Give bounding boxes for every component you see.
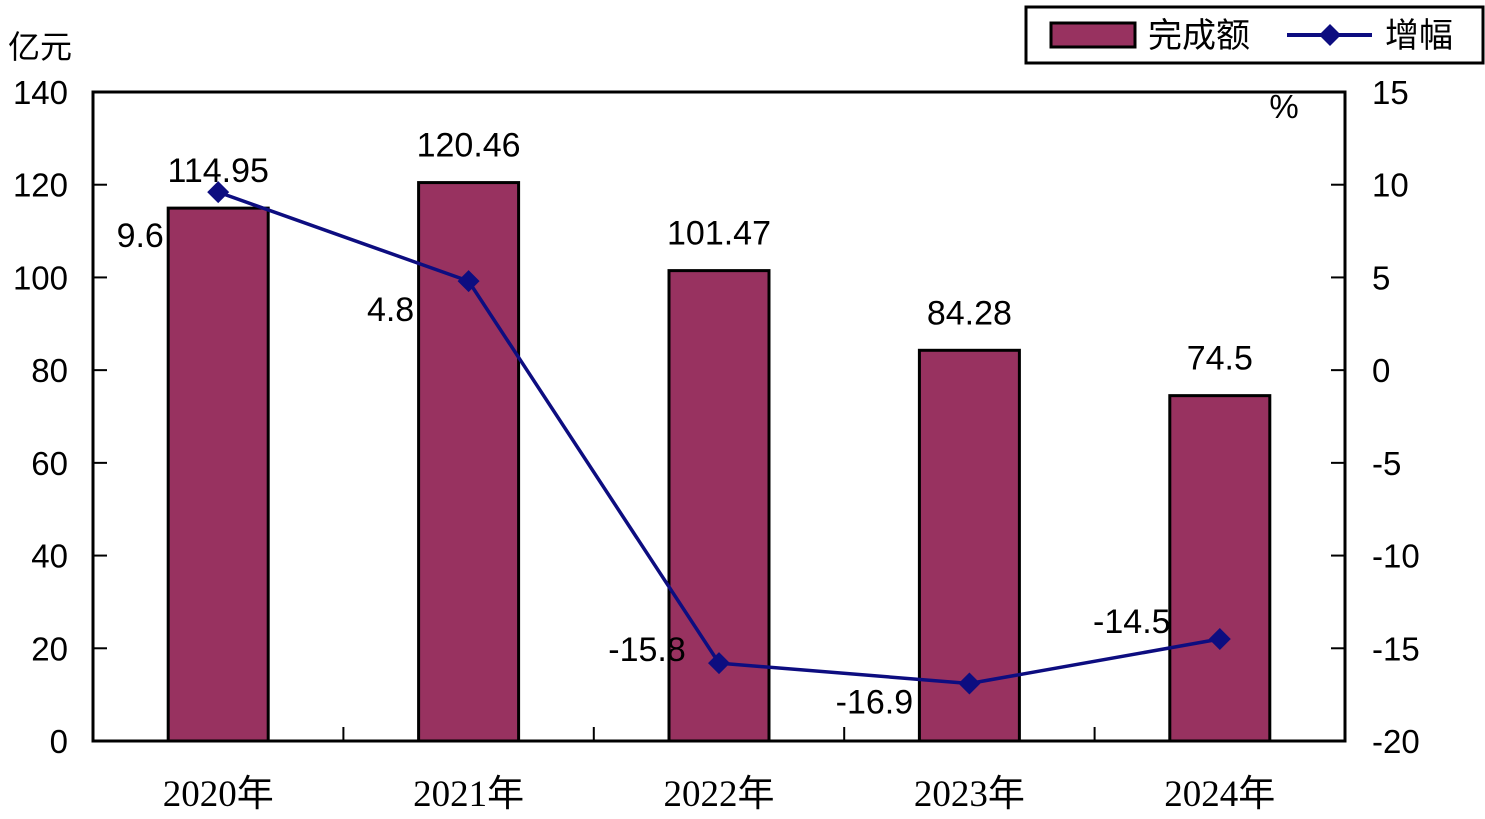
bar-2020年 (166, 206, 270, 743)
right-tick-label: 10 (1372, 167, 1409, 204)
bar-2022年 (667, 269, 771, 743)
right-tick-label: -15 (1372, 630, 1420, 667)
x-tick-label: 2021年 (413, 773, 524, 815)
left-tick-label: 120 (13, 167, 68, 204)
plot-border (91, 90, 1347, 743)
bar-2021年 (417, 181, 521, 743)
left-tick-label: 80 (31, 352, 68, 389)
growth-marker-2024年 (1208, 628, 1231, 651)
bar-value-label: 114.95 (167, 152, 268, 190)
growth-value-label: -14.5 (1093, 603, 1171, 641)
bar-2024年 (1168, 394, 1272, 743)
right-tick-label: 0 (1372, 352, 1390, 389)
legend-label-amount: 完成额 (1148, 16, 1250, 56)
right-tick-label: 5 (1372, 259, 1390, 296)
line-series-layer (207, 181, 1231, 695)
left-tick-label: 20 (31, 630, 68, 667)
left-tick-label: 140 (13, 74, 68, 111)
left-tick-label: 40 (31, 538, 68, 575)
growth-value-label: -16.9 (836, 684, 914, 722)
right-tick-label: 15 (1372, 74, 1409, 111)
x-tick-label: 2020年 (163, 773, 274, 815)
legend: 完成额 增幅 (1024, 5, 1485, 65)
growth-value-label: 4.8 (367, 291, 414, 329)
legend-label-growth: 增幅 (1385, 16, 1453, 56)
data-labels-layer: 114.95 120.46 101.47 84.28 74.5 9.6 4.8 -15.8 -1… (117, 127, 1253, 722)
x-tick-label: 2023年 (914, 773, 1025, 815)
growth-marker-2020年 (207, 181, 230, 204)
plot-frame (91, 90, 1347, 743)
left-tick-label: 100 (13, 259, 68, 296)
growth-marker-2022年 (708, 652, 730, 675)
right-axis-unit: % (1269, 88, 1298, 125)
legend-diamond-icon (1319, 24, 1341, 46)
bar-value-label: 101.47 (667, 215, 771, 253)
growth-value-label: 9.6 (117, 217, 164, 255)
bar-value-label: 120.46 (417, 127, 521, 165)
growth-marker-2021年 (457, 270, 480, 293)
left-axis-unit: 亿元 (8, 28, 72, 66)
right-tick-label: -20 (1372, 723, 1420, 760)
left-tick-label: 60 (31, 445, 68, 482)
axes-layer: 0 20 40 60 80 100 120 140 -20 -15 -10 -5 0 5 10 15 2020年… (8, 28, 1420, 815)
left-tick-label: 0 (50, 723, 68, 760)
bar-value-label: 74.5 (1187, 340, 1253, 378)
growth-value-label: -15.8 (608, 631, 686, 669)
bar-value-label: 84.28 (927, 294, 1012, 332)
x-tick-label: 2022年 (664, 773, 775, 815)
right-tick-label: -5 (1372, 445, 1401, 482)
right-tick-label: -10 (1372, 538, 1420, 575)
growth-marker-2023年 (958, 672, 981, 695)
legend-bar-swatch (1049, 21, 1137, 49)
x-tick-label: 2024年 (1164, 773, 1275, 815)
